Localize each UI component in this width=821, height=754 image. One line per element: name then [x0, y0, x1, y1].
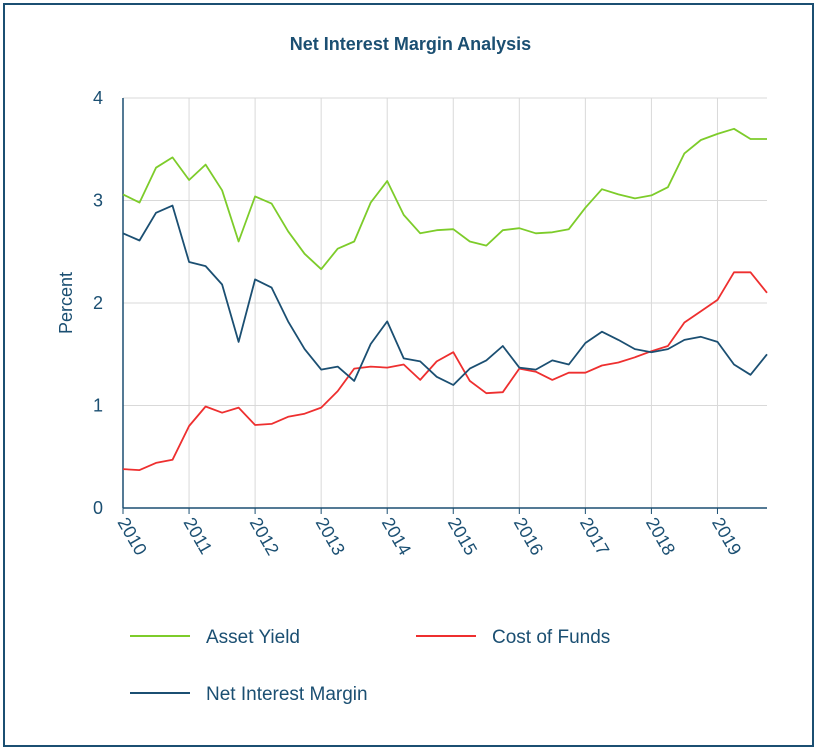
- x-tick-label: 2012: [246, 514, 283, 559]
- legend-label: Net Interest Margin: [206, 684, 368, 705]
- y-tick-label: 4: [93, 88, 103, 108]
- legend-label: Asset Yield: [206, 627, 300, 648]
- y-tick-label: 0: [93, 498, 103, 518]
- x-tick-label: 2015: [444, 514, 481, 559]
- x-tick-label: 2011: [180, 514, 217, 558]
- y-tick-label: 3: [93, 191, 103, 211]
- series-line-asset-yield: [122, 127, 767, 271]
- x-tick-label: 2014: [378, 514, 415, 559]
- x-tick-label: 2013: [312, 514, 349, 559]
- chart-frame: [3, 3, 814, 747]
- x-tick-label: 2018: [642, 514, 679, 559]
- x-tick-label: 2010: [114, 514, 151, 559]
- x-tick-label: 2016: [510, 514, 547, 559]
- series-line-cost-of-funds: [122, 271, 768, 472]
- x-tick-label: 2019: [708, 514, 745, 559]
- series-line-net-interest-margin: [122, 204, 768, 386]
- x-tick-label: 2017: [576, 514, 613, 559]
- chart-title: Net Interest Margin Analysis: [289, 34, 532, 54]
- y-axis-label: Percent: [56, 272, 76, 334]
- y-tick-label: 1: [93, 396, 103, 416]
- legend-label: Cost of Funds: [492, 627, 610, 648]
- y-tick-label: 2: [93, 293, 103, 313]
